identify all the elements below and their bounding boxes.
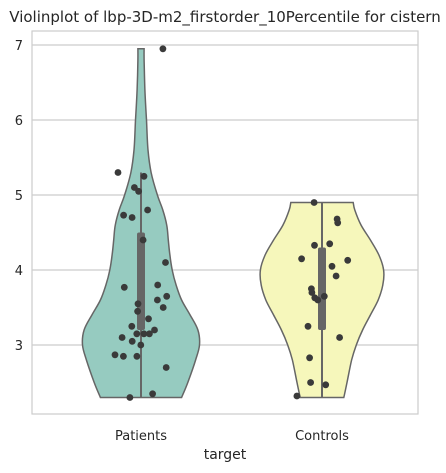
data-point	[137, 341, 145, 349]
data-point	[149, 390, 157, 398]
data-point	[128, 337, 136, 345]
data-point	[120, 283, 128, 291]
x-tick-label-controls: Controls	[295, 429, 349, 444]
x-tick-label-patients: Patients	[115, 429, 167, 444]
data-point	[126, 394, 134, 401]
y-tick-label-3: 3	[15, 339, 23, 354]
data-point	[328, 262, 336, 270]
data-point	[128, 322, 136, 330]
data-point	[140, 172, 148, 180]
y-tick-label-4: 4	[15, 264, 23, 279]
data-point	[151, 326, 158, 334]
data-point	[322, 381, 330, 389]
data-point	[139, 236, 147, 244]
data-point	[140, 330, 148, 338]
data-point	[159, 304, 167, 311]
data-point	[134, 307, 142, 315]
data-point	[118, 334, 126, 341]
data-point	[332, 272, 340, 280]
data-point	[320, 292, 328, 300]
data-point	[114, 169, 122, 176]
data-point	[120, 211, 127, 219]
box-patients	[137, 232, 145, 330]
data-point	[308, 289, 316, 296]
box-controls	[318, 247, 326, 330]
violins	[81, 45, 385, 401]
data-point	[310, 199, 318, 206]
data-point	[144, 206, 152, 214]
data-point	[162, 259, 169, 266]
data-point	[293, 392, 301, 400]
data-point	[304, 322, 312, 330]
data-point	[336, 334, 343, 341]
x-tick-labels: Patients Controls	[115, 429, 349, 444]
data-point	[133, 352, 141, 360]
data-point	[128, 214, 136, 221]
data-point	[133, 330, 141, 338]
data-point	[344, 256, 352, 264]
y-tick-labels: 3 4 5 6 7	[15, 39, 23, 354]
violin-controls	[259, 199, 385, 400]
data-point	[135, 187, 143, 195]
data-point	[145, 315, 152, 323]
data-point	[111, 351, 119, 359]
data-point	[162, 364, 170, 371]
data-point	[306, 354, 313, 362]
data-point	[314, 296, 322, 304]
data-point	[326, 240, 334, 248]
data-point	[159, 45, 167, 53]
data-point	[334, 219, 342, 227]
data-point	[154, 281, 162, 289]
y-tick-label-6: 6	[15, 114, 23, 129]
data-point	[163, 292, 171, 300]
data-point	[146, 330, 153, 338]
data-point	[311, 241, 318, 249]
data-point	[120, 352, 127, 360]
data-point	[134, 300, 142, 308]
y-tick-label-7: 7	[15, 39, 23, 54]
x-axis-label: target	[204, 447, 247, 463]
y-tick-label-5: 5	[15, 189, 23, 204]
chart-title: Violinplot of lbp-3D-m2_firstorder_10Per…	[9, 8, 440, 27]
data-point	[307, 379, 314, 386]
violin-patients	[81, 45, 201, 401]
data-point	[298, 255, 305, 263]
data-point	[154, 296, 161, 304]
